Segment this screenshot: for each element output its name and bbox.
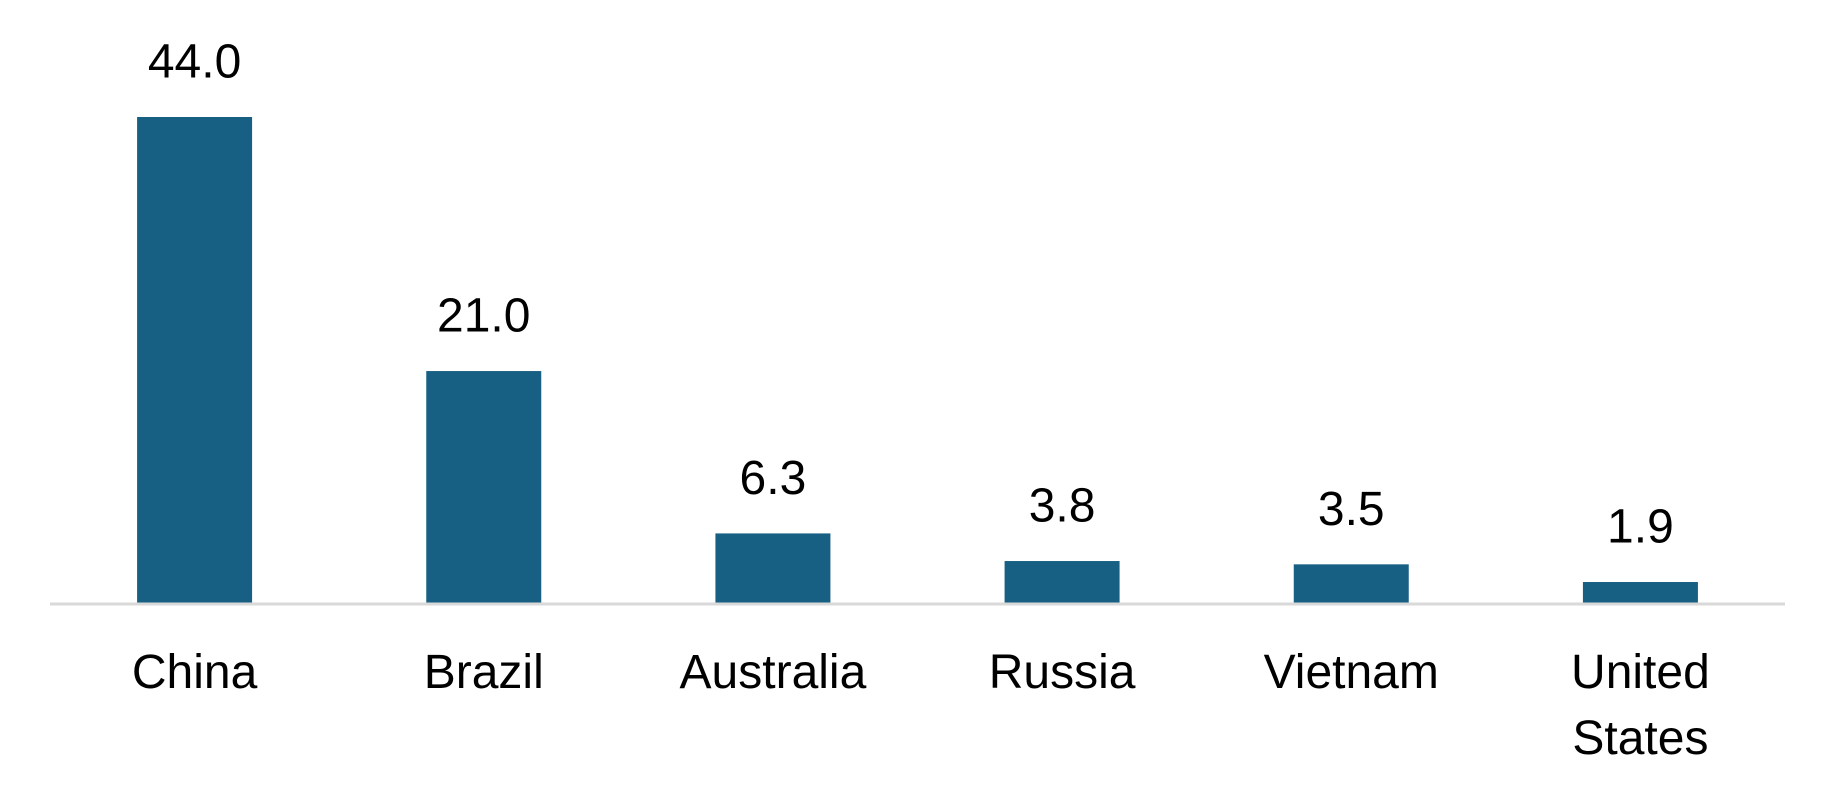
bar bbox=[137, 117, 253, 603]
value-label: 6.3 bbox=[740, 452, 807, 505]
x-tick-label: Brazil bbox=[423, 646, 544, 699]
x-tick-label: China bbox=[131, 646, 258, 699]
value-label: 44.0 bbox=[148, 36, 241, 89]
x-tick-label: United States bbox=[1571, 646, 1710, 765]
bar bbox=[715, 533, 831, 603]
bar bbox=[1293, 564, 1409, 603]
x-tick-label: Australia bbox=[679, 646, 867, 699]
bar bbox=[1004, 561, 1120, 603]
value-label: 3.8 bbox=[1029, 480, 1096, 533]
value-label: 21.0 bbox=[437, 290, 530, 343]
bar bbox=[1582, 582, 1698, 603]
x-tick-label: Vietnam bbox=[1263, 646, 1439, 699]
value-label: 1.9 bbox=[1607, 501, 1674, 554]
x-tick-label: Russia bbox=[988, 646, 1136, 699]
bar bbox=[426, 371, 542, 603]
value-label: 3.5 bbox=[1318, 483, 1385, 536]
